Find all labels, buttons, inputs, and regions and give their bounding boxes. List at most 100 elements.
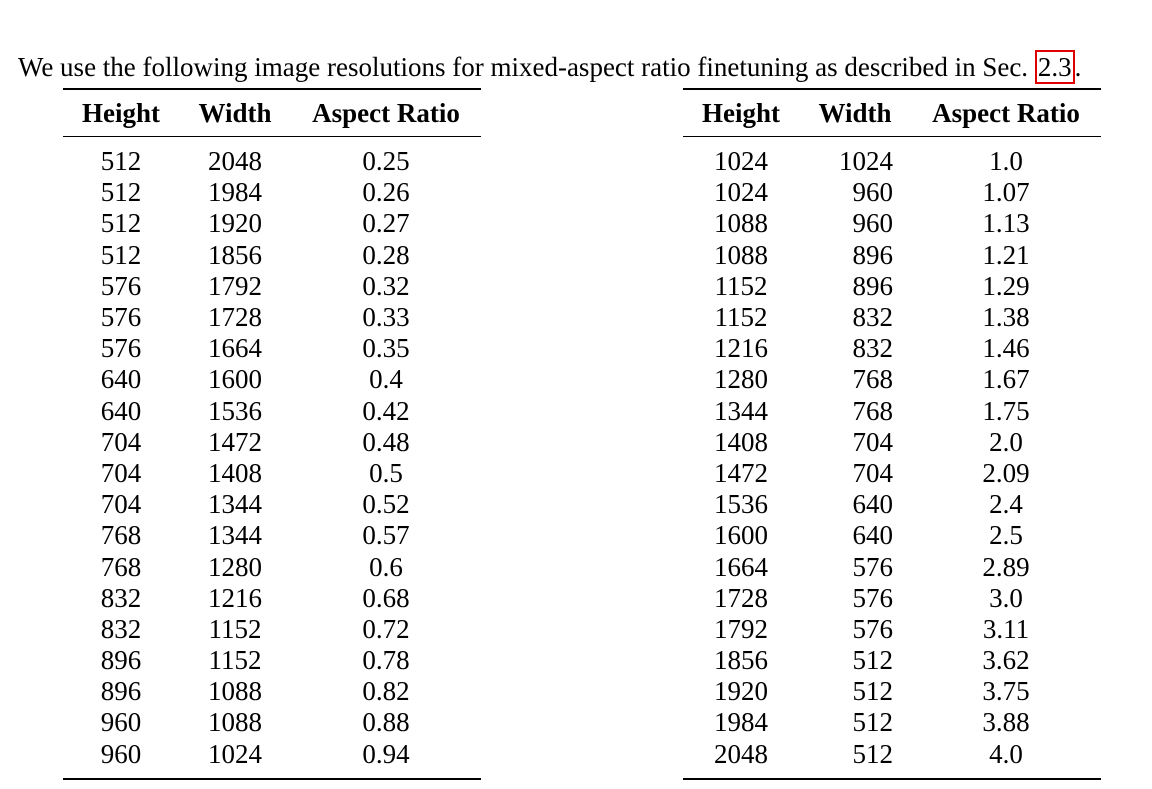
table-row: 704 1472 0.48 <box>63 427 481 458</box>
height-cell: 1024 <box>714 146 768 177</box>
width-cell: 576 <box>852 582 894 613</box>
width-cell: 960 <box>852 208 894 239</box>
width-cell: 1664 <box>208 333 262 364</box>
column-header-aspect-ratio: Aspect Ratio <box>932 97 1080 128</box>
table-row: 1408 704 2.0 <box>683 427 1101 458</box>
aspect-ratio-cell: 0.78 <box>362 645 410 676</box>
table-row: 1536 640 2.4 <box>683 489 1101 520</box>
aspect-ratio-cell: 0.33 <box>362 302 410 333</box>
width-cell: 640 <box>852 489 894 520</box>
width-cell: 1088 <box>208 707 262 738</box>
table-body: 512 2048 0.25 512 1984 0.26 512 1920 0.27 512 1856… <box>63 137 481 779</box>
width-cell: 1024 <box>839 146 893 177</box>
aspect-ratio-cell: 0.6 <box>369 551 403 582</box>
width-cell: 640 <box>852 520 894 551</box>
aspect-ratio-cell: 0.94 <box>362 738 410 769</box>
width-cell: 1216 <box>208 582 262 613</box>
aspect-ratio-cell: 0.27 <box>362 208 410 239</box>
height-cell: 704 <box>100 426 142 457</box>
height-cell: 576 <box>100 333 142 364</box>
aspect-ratio-cell: 0.82 <box>362 676 410 707</box>
width-cell: 576 <box>852 551 894 582</box>
aspect-ratio-cell: 0.68 <box>362 582 410 613</box>
table-body: 1024 1024 1.0 1024 960 1.07 1088 960 1.13 1088 896… <box>683 137 1101 779</box>
height-cell: 1856 <box>714 645 768 676</box>
table-row: 960 1088 0.88 <box>63 707 481 738</box>
height-cell: 1536 <box>714 489 768 520</box>
width-cell: 1920 <box>208 208 262 239</box>
aspect-ratio-cell: 3.0 <box>989 582 1023 613</box>
width-cell: 1280 <box>208 551 262 582</box>
width-cell: 1856 <box>208 239 262 270</box>
aspect-ratio-cell: 1.21 <box>982 239 1030 270</box>
height-cell: 1472 <box>714 457 768 488</box>
height-cell: 1152 <box>714 302 768 333</box>
column-header-width: Width <box>198 97 272 128</box>
height-cell: 1408 <box>714 426 768 457</box>
height-cell: 512 <box>100 177 142 208</box>
table-row: 1728 576 3.0 <box>683 583 1101 614</box>
width-cell: 832 <box>852 302 894 333</box>
intro-text: We use the following image resolutions f… <box>18 52 1035 82</box>
aspect-ratio-cell: 0.88 <box>362 707 410 738</box>
table-row: 512 2048 0.25 <box>63 137 481 178</box>
height-cell: 1216 <box>714 333 768 364</box>
aspect-ratio-cell: 1.13 <box>982 208 1030 239</box>
section-reference-link[interactable]: 2.3 <box>1034 50 1075 84</box>
aspect-ratio-cell: 4.0 <box>989 738 1023 769</box>
height-cell: 1280 <box>714 364 768 395</box>
table-row: 960 1024 0.94 <box>63 739 481 779</box>
column-header-height: Height <box>702 97 780 128</box>
table-row: 768 1344 0.57 <box>63 520 481 551</box>
table-row: 1920 512 3.75 <box>683 676 1101 707</box>
table-row: 1600 640 2.5 <box>683 520 1101 551</box>
aspect-ratio-cell: 3.75 <box>982 676 1030 707</box>
table-row: 1664 576 2.89 <box>683 551 1101 582</box>
aspect-ratio-cell: 0.35 <box>362 333 410 364</box>
aspect-ratio-cell: 1.07 <box>982 177 1030 208</box>
height-cell: 896 <box>100 676 142 707</box>
aspect-ratio-cell: 0.48 <box>362 426 410 457</box>
width-cell: 704 <box>852 426 894 457</box>
width-cell: 960 <box>852 177 894 208</box>
height-cell: 512 <box>100 208 142 239</box>
width-cell: 1472 <box>208 426 262 457</box>
table-row: 1152 896 1.29 <box>683 271 1101 302</box>
height-cell: 1984 <box>714 707 768 738</box>
width-cell: 1600 <box>208 364 262 395</box>
table-row: 2048 512 4.0 <box>683 739 1101 779</box>
aspect-ratio-cell: 2.89 <box>982 551 1030 582</box>
height-cell: 640 <box>100 395 142 426</box>
height-cell: 768 <box>100 551 142 582</box>
column-header-aspect-ratio: Aspect Ratio <box>312 97 460 128</box>
width-cell: 1792 <box>208 270 262 301</box>
table-row: 1152 832 1.38 <box>683 302 1101 333</box>
column-header-width: Width <box>818 97 892 128</box>
width-cell: 1152 <box>208 613 262 644</box>
width-cell: 1984 <box>208 177 262 208</box>
width-cell: 1344 <box>208 520 262 551</box>
width-cell: 768 <box>852 364 894 395</box>
width-cell: 1728 <box>208 302 262 333</box>
height-cell: 768 <box>100 520 142 551</box>
height-cell: 576 <box>100 270 142 301</box>
aspect-ratio-cell: 1.0 <box>989 146 1023 177</box>
height-cell: 832 <box>100 582 142 613</box>
height-cell: 512 <box>100 146 142 177</box>
table-row: 1024 1024 1.0 <box>683 137 1101 178</box>
aspect-ratio-cell: 2.0 <box>989 426 1023 457</box>
aspect-ratio-cell: 0.5 <box>369 457 403 488</box>
width-cell: 832 <box>852 333 894 364</box>
aspect-ratio-cell: 3.11 <box>982 613 1030 644</box>
height-cell: 896 <box>100 645 142 676</box>
width-cell: 512 <box>852 645 894 676</box>
height-cell: 1152 <box>714 270 768 301</box>
table-row: 576 1728 0.33 <box>63 302 481 333</box>
height-cell: 1664 <box>714 551 768 582</box>
width-cell: 1344 <box>208 489 262 520</box>
width-cell: 1024 <box>208 738 262 769</box>
height-cell: 960 <box>100 707 142 738</box>
width-cell: 1152 <box>208 645 262 676</box>
height-cell: 1088 <box>714 239 768 270</box>
aspect-ratio-cell: 2.09 <box>982 457 1030 488</box>
